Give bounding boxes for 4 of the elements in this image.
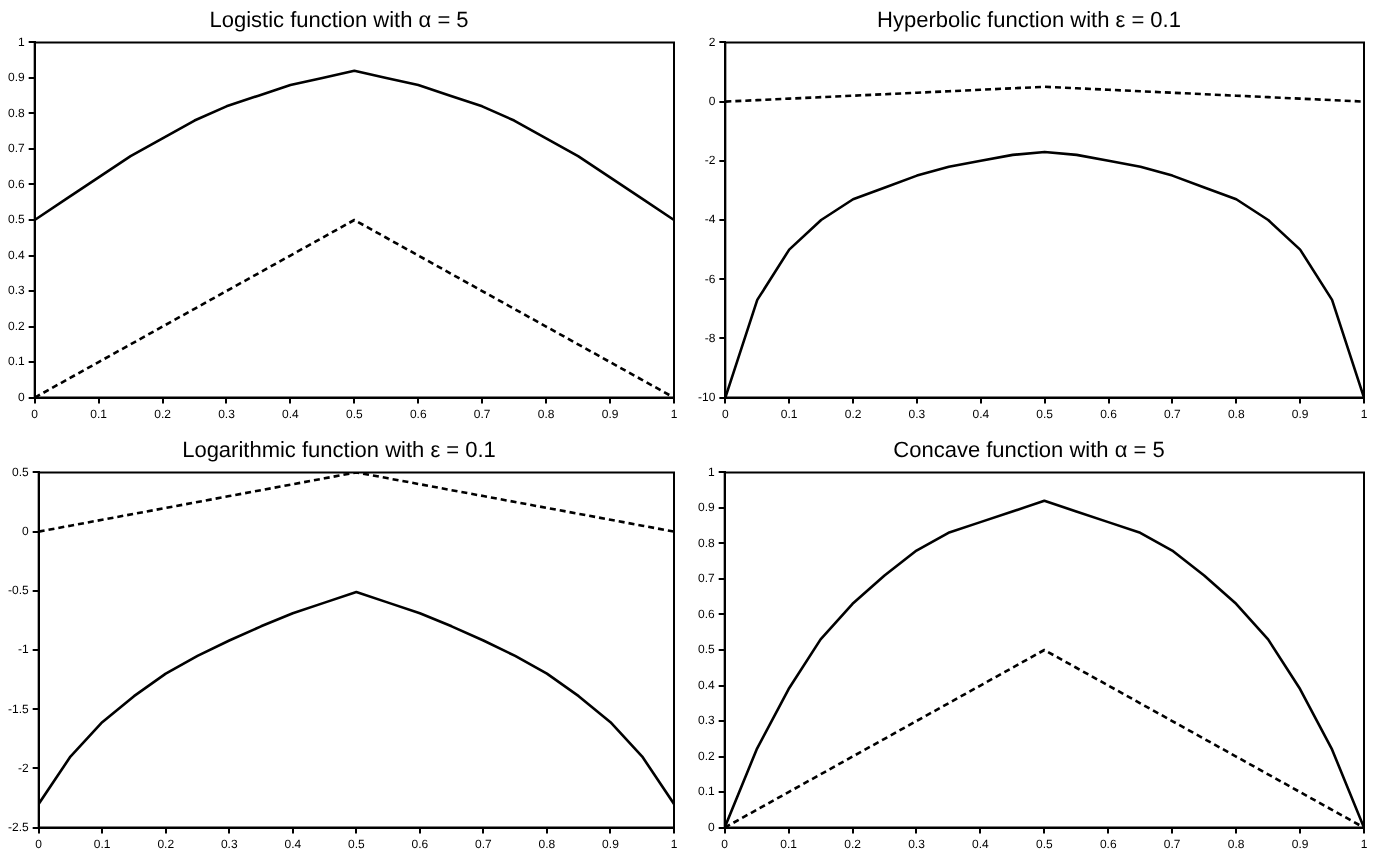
- chart-title: Logarithmic function with ε = 0.1: [182, 439, 496, 464]
- chart-title: Concave function with α = 5: [893, 439, 1165, 464]
- chart-title: Logistic function with α = 5: [209, 9, 469, 34]
- chart-title: Hyperbolic function with ε = 0.1: [877, 9, 1181, 34]
